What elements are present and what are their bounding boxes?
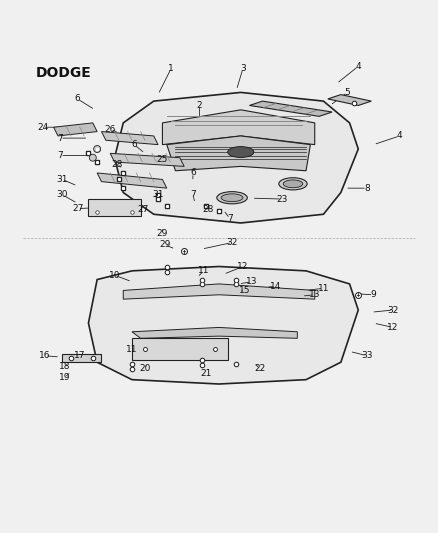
- Text: 4: 4: [397, 132, 403, 140]
- Text: 29: 29: [157, 229, 168, 238]
- Polygon shape: [123, 284, 315, 299]
- Text: 31: 31: [152, 190, 164, 199]
- Text: 28: 28: [202, 205, 214, 214]
- Text: 3: 3: [240, 64, 246, 73]
- Text: 15: 15: [239, 286, 251, 295]
- Text: 21: 21: [200, 369, 212, 377]
- Text: 16: 16: [39, 351, 51, 360]
- Text: 32: 32: [387, 305, 399, 314]
- FancyBboxPatch shape: [88, 199, 141, 216]
- Text: 31: 31: [57, 175, 68, 184]
- Text: 7: 7: [190, 190, 196, 199]
- Polygon shape: [167, 136, 311, 171]
- Text: 11: 11: [126, 345, 138, 354]
- Polygon shape: [97, 173, 167, 188]
- Text: 6: 6: [131, 140, 137, 149]
- Text: 7: 7: [57, 134, 63, 143]
- Polygon shape: [62, 353, 102, 362]
- Text: 10: 10: [109, 271, 120, 280]
- Text: 1: 1: [168, 64, 174, 73]
- Text: 8: 8: [364, 184, 370, 192]
- Text: 24: 24: [37, 123, 48, 132]
- Polygon shape: [132, 327, 297, 338]
- Text: 17: 17: [74, 351, 85, 360]
- Text: 7: 7: [227, 214, 233, 223]
- Text: 9: 9: [371, 290, 376, 300]
- Text: 7: 7: [57, 151, 63, 160]
- Polygon shape: [88, 266, 358, 384]
- Text: 23: 23: [276, 195, 288, 204]
- Ellipse shape: [217, 192, 247, 204]
- Polygon shape: [328, 94, 371, 106]
- Text: 25: 25: [157, 156, 168, 164]
- Text: 5: 5: [345, 88, 350, 97]
- Text: 12: 12: [237, 262, 249, 271]
- Text: 33: 33: [361, 351, 373, 360]
- Text: 11: 11: [198, 266, 209, 276]
- Text: 32: 32: [226, 238, 238, 247]
- Text: 19: 19: [59, 373, 70, 382]
- Polygon shape: [110, 154, 184, 166]
- Text: 29: 29: [159, 240, 170, 249]
- Polygon shape: [102, 132, 158, 144]
- Text: 13: 13: [309, 290, 321, 300]
- Circle shape: [94, 146, 101, 152]
- Text: 30: 30: [57, 190, 68, 199]
- Text: 11: 11: [318, 284, 329, 293]
- Text: 22: 22: [255, 364, 266, 373]
- Polygon shape: [250, 101, 332, 116]
- FancyBboxPatch shape: [132, 338, 228, 360]
- Text: 20: 20: [139, 364, 151, 373]
- Text: DODGE: DODGE: [36, 66, 92, 80]
- Text: 13: 13: [246, 277, 258, 286]
- Text: 6: 6: [74, 94, 81, 103]
- Polygon shape: [162, 110, 315, 144]
- Text: 4: 4: [356, 62, 361, 71]
- Ellipse shape: [283, 180, 303, 188]
- Circle shape: [89, 154, 96, 161]
- Polygon shape: [53, 123, 97, 136]
- Text: 28: 28: [111, 160, 122, 169]
- Text: 12: 12: [387, 323, 399, 332]
- Text: 18: 18: [59, 362, 70, 371]
- Text: 26: 26: [105, 125, 116, 134]
- Text: 14: 14: [270, 281, 281, 290]
- Polygon shape: [115, 92, 358, 223]
- Text: 27: 27: [72, 204, 83, 213]
- Ellipse shape: [228, 147, 254, 157]
- Text: 2: 2: [197, 101, 202, 110]
- Text: 6: 6: [190, 168, 196, 177]
- Text: 27: 27: [137, 205, 148, 214]
- Ellipse shape: [221, 194, 243, 201]
- Ellipse shape: [279, 177, 307, 190]
